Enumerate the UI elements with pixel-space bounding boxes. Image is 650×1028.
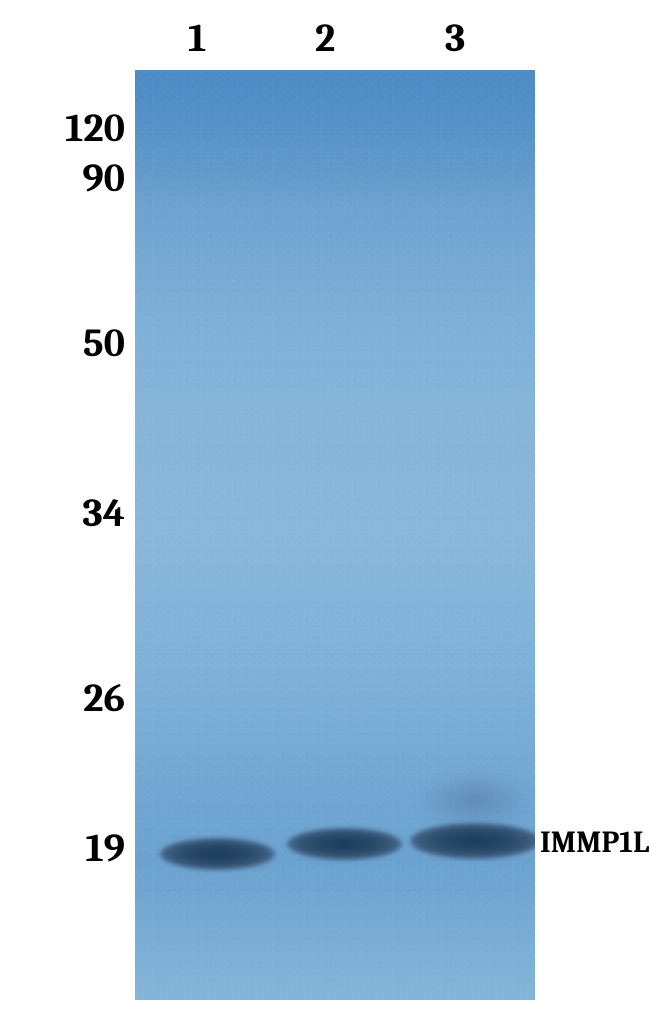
- lane-label-1: 1: [188, 15, 206, 61]
- lane-label-3: 3: [445, 15, 465, 61]
- mw-marker-34: 34: [83, 490, 125, 536]
- background-smudge: [415, 770, 535, 830]
- mw-marker-90: 90: [82, 155, 125, 201]
- mw-marker-19: 19: [85, 825, 125, 871]
- protein-label-immp1l: IMMP1L: [540, 825, 649, 860]
- protein-band-lane3: [410, 823, 535, 859]
- western-blot-membrane: [135, 70, 535, 1000]
- mw-marker-50: 50: [83, 320, 125, 366]
- mw-marker-26: 26: [83, 675, 125, 721]
- lane-label-2: 2: [315, 15, 335, 61]
- mw-marker-120: 120: [65, 105, 125, 151]
- protein-band-lane1: [160, 838, 275, 870]
- protein-band-lane2: [287, 828, 402, 860]
